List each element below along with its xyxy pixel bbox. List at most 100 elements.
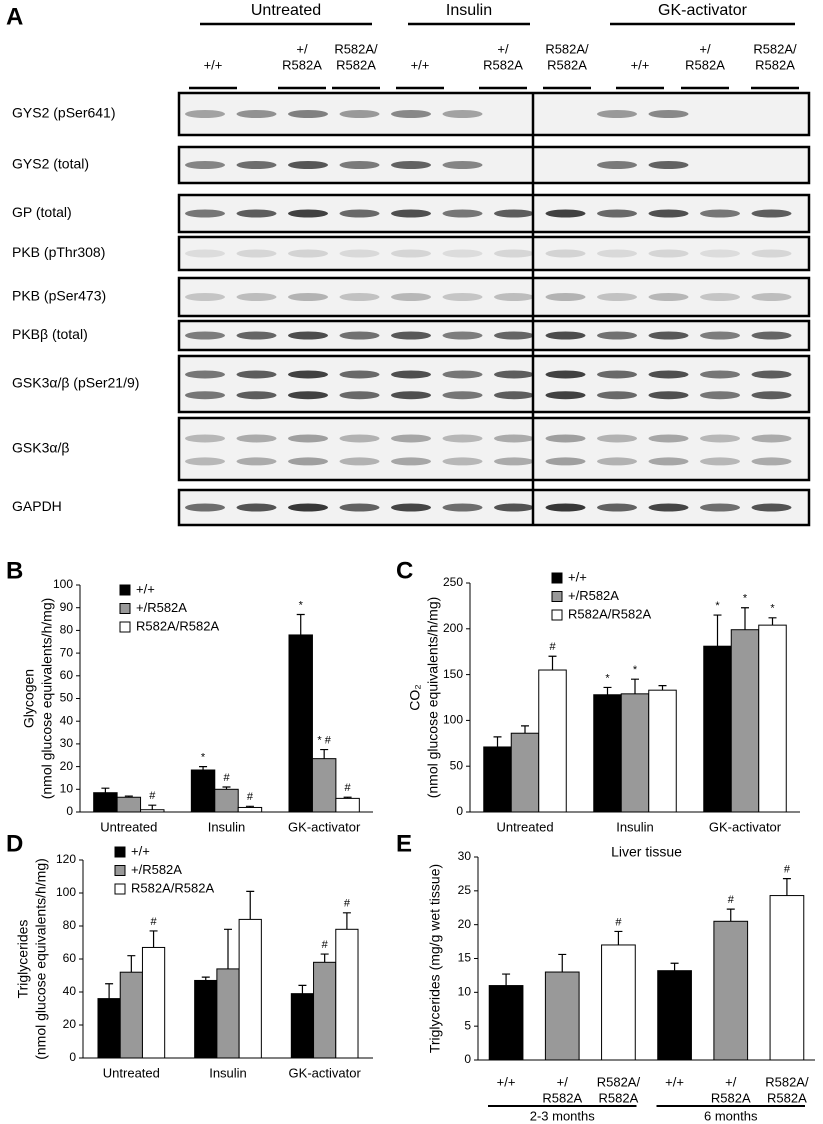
x-tick-label: GK-activator xyxy=(289,1065,362,1080)
bar xyxy=(237,806,263,813)
blot-band xyxy=(442,457,483,466)
significance-mark: * xyxy=(605,672,610,684)
error-bar xyxy=(768,617,777,626)
group-label: GK-activator xyxy=(658,2,748,19)
x-tick-label: R582A xyxy=(767,1090,807,1105)
blot-band xyxy=(648,209,689,218)
lane-label: +/ xyxy=(699,41,711,56)
blot-band xyxy=(494,503,534,512)
blot-band xyxy=(442,293,483,301)
error-bar xyxy=(741,607,749,630)
blot-band xyxy=(751,209,792,218)
blot-band xyxy=(442,370,483,379)
blot-band xyxy=(339,331,380,340)
error-bar xyxy=(558,953,567,973)
blot-band xyxy=(442,331,483,340)
significance-mark: # xyxy=(322,939,329,951)
error-bar xyxy=(502,973,511,986)
lane-label: R582A xyxy=(483,57,523,72)
blot-band xyxy=(288,503,328,512)
significance-mark: # xyxy=(615,916,622,928)
y-tick-label: 150 xyxy=(443,667,463,681)
bar xyxy=(648,689,677,813)
blot-band xyxy=(597,434,637,443)
blot-band xyxy=(185,370,225,379)
blot-band xyxy=(185,434,225,443)
blot-band xyxy=(236,503,277,512)
error-bar xyxy=(245,805,254,808)
blot-band xyxy=(545,503,586,512)
y-axis-label: Triglycerides xyxy=(15,920,31,999)
legend-swatch xyxy=(119,603,131,614)
blot-band xyxy=(288,434,328,443)
error-bar xyxy=(246,890,255,920)
error-bar xyxy=(782,878,791,896)
bar xyxy=(620,693,650,813)
y-tick-label: 20 xyxy=(458,917,472,931)
bar xyxy=(544,971,580,1061)
y-tick-label: 25 xyxy=(458,883,472,897)
y-tick-label: 50 xyxy=(450,758,464,772)
x-tick-label: Insulin xyxy=(208,819,246,834)
group-label: 6 months xyxy=(704,1108,758,1123)
blot-band xyxy=(494,209,534,218)
blot-band xyxy=(597,331,637,340)
bar xyxy=(488,985,524,1061)
blot-band xyxy=(339,370,380,379)
significance-mark: # xyxy=(151,916,158,928)
x-tick-label: R582A xyxy=(542,1090,582,1105)
bar xyxy=(703,645,732,813)
legend-label: +/R582A xyxy=(136,600,187,615)
y-tick-label: 20 xyxy=(60,759,74,773)
blot-band xyxy=(751,434,792,443)
blot-band xyxy=(700,293,740,301)
blot-band xyxy=(648,161,689,169)
y-tick-label: 100 xyxy=(443,713,463,727)
legend-label: +/R582A xyxy=(568,588,619,603)
blot-band xyxy=(648,370,689,379)
y-tick-label: 30 xyxy=(458,849,472,863)
blot-band xyxy=(751,391,792,400)
row-label: GSK3α/β (pSer21/9) xyxy=(12,375,139,391)
blot-band xyxy=(339,110,380,118)
bar xyxy=(730,629,760,813)
bar xyxy=(510,732,540,813)
x-tick-label: Untreated xyxy=(103,1065,160,1080)
error-bar xyxy=(296,613,305,635)
blot-band xyxy=(442,391,483,400)
y-tick-label: 60 xyxy=(63,951,77,965)
y-axis-label: (nmol glucose equivalents/h/mg) xyxy=(39,598,55,800)
blot-band xyxy=(751,249,792,258)
blot-band xyxy=(391,293,431,301)
blot-band xyxy=(648,293,689,301)
bar xyxy=(335,928,359,1059)
error-bar xyxy=(127,955,136,973)
legend-label: R582A/R582A xyxy=(136,618,219,633)
blot-band xyxy=(700,503,740,512)
bar xyxy=(483,746,512,813)
lane-label: +/ xyxy=(497,41,509,56)
significance-mark: # xyxy=(223,772,230,784)
bar xyxy=(119,971,143,1059)
bar xyxy=(97,998,121,1059)
blot-band xyxy=(648,503,689,512)
blot-band xyxy=(288,110,328,118)
bar xyxy=(335,797,360,813)
error-bar xyxy=(298,984,307,994)
blot-band xyxy=(648,249,689,258)
legend-label: R582A/R582A xyxy=(131,880,214,895)
blot-band xyxy=(391,391,431,400)
blot-band xyxy=(545,457,586,466)
bar xyxy=(713,920,749,1061)
error-bar xyxy=(320,953,329,963)
row-label: GP (total) xyxy=(12,204,72,220)
x-tick-label: Untreated xyxy=(496,819,553,834)
y-tick-label: 100 xyxy=(56,885,76,899)
blot-band xyxy=(288,457,328,466)
y-tick-label: 10 xyxy=(60,781,74,795)
y-tick-label: 80 xyxy=(63,918,77,932)
blot-band xyxy=(545,209,586,218)
y-tick-label: 90 xyxy=(60,600,74,614)
bar xyxy=(657,970,692,1061)
